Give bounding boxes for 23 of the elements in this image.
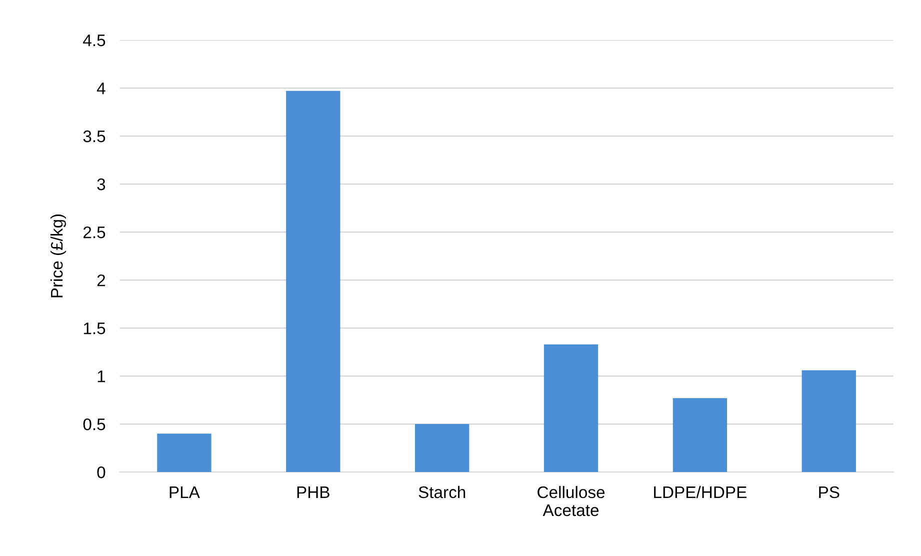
- y-tick-label: 0: [97, 466, 106, 478]
- x-tick-label: LDPE/HDPE: [654, 486, 746, 498]
- x-tick-label: PS: [819, 486, 840, 498]
- y-tick-label: 2: [97, 274, 106, 286]
- y-tick-label: 2.5: [84, 226, 106, 238]
- bar: [544, 344, 598, 472]
- bar: [157, 434, 212, 472]
- y-tick-label: 4: [96, 82, 106, 94]
- bar: [286, 90, 340, 472]
- bar: [802, 370, 856, 472]
- y-tick-label: 3: [97, 178, 106, 190]
- x-tick-label: PHB: [297, 486, 330, 498]
- y-tick-label: 3.5: [83, 130, 106, 142]
- bar: [672, 398, 728, 472]
- y-tick-label: 1: [98, 370, 106, 382]
- y-tick-label: 1.5: [84, 322, 106, 334]
- y-axis-title: Price (£/kg): [50, 214, 66, 298]
- x-tick-label: PLA: [170, 486, 200, 498]
- y-tick-label: 0.5: [83, 418, 106, 430]
- y-tick-label: 4.5: [83, 34, 106, 46]
- x-tick-label: Starch: [418, 486, 466, 498]
- x-tick-label: Cellulose Acetate: [538, 486, 605, 516]
- bar: [415, 424, 470, 472]
